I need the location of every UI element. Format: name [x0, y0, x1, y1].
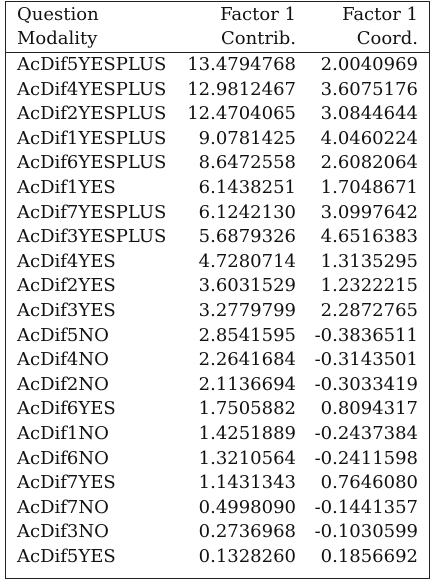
coord-cell: -0.2411598 — [314, 447, 418, 469]
table-row: AcDif1YESPLUS 9.0781425 4.0460224 — [6, 127, 429, 152]
modality-cell: AcDif2YESPLUS — [17, 103, 167, 125]
table-row: AcDif2YESPLUS 12.4704065 3.0844644 — [6, 102, 429, 127]
coord-cell: 1.7048671 — [320, 176, 418, 198]
table-row: AcDif5NO 2.8541595 -0.3836511 — [6, 324, 429, 349]
modality-cell: AcDif3YES — [17, 299, 116, 321]
modality-cell: AcDif2NO — [17, 373, 109, 395]
contrib-cell: 6.1438251 — [198, 176, 296, 198]
data-table: Question Modality Factor 1 Contrib. Fact… — [5, 1, 430, 579]
coord-cell: 4.0460224 — [320, 127, 418, 149]
table-row: AcDif7YES 1.1431343 0.7646080 — [6, 471, 429, 496]
contrib-cell: 1.4251889 — [198, 422, 296, 444]
coord-cell: -0.1030599 — [314, 521, 418, 543]
header-factor1-contrib-top: Factor 1 — [220, 4, 296, 25]
contrib-cell: 12.9812467 — [187, 78, 296, 100]
modality-cell: AcDif6YESPLUS — [17, 152, 167, 174]
coord-cell: 4.6516383 — [320, 226, 418, 248]
contrib-cell: 2.2641684 — [198, 349, 296, 371]
modality-cell: AcDif4NO — [17, 349, 109, 371]
modality-cell: AcDif7YES — [17, 472, 116, 494]
contrib-cell: 4.7280714 — [198, 250, 296, 272]
table-row: AcDif2YES 3.6031529 1.2322215 — [6, 274, 429, 299]
header-modality: Modality — [17, 28, 98, 49]
table-row: AcDif3YESPLUS 5.6879326 4.6516383 — [6, 225, 429, 250]
table-row: AcDif6NO 1.3210564 -0.2411598 — [6, 447, 429, 472]
modality-cell: AcDif4YES — [17, 250, 116, 272]
coord-cell: 3.6075176 — [320, 78, 418, 100]
modality-cell: AcDif2YES — [17, 275, 116, 297]
table-row: AcDif5YESPLUS 13.4794768 2.0040969 — [6, 53, 429, 78]
contrib-cell: 3.6031529 — [198, 275, 296, 297]
table-row: AcDif1NO 1.4251889 -0.2437384 — [6, 422, 429, 447]
table-row: AcDif7NO 0.4998090 -0.1441357 — [6, 496, 429, 521]
table-row: AcDif6YES 1.7505882 0.8094317 — [6, 397, 429, 422]
coord-cell: -0.3033419 — [314, 373, 418, 395]
coord-cell: 0.1856692 — [320, 545, 418, 567]
contrib-cell: 9.0781425 — [198, 127, 296, 149]
coord-cell: -0.2437384 — [314, 422, 418, 444]
modality-cell: AcDif5YES — [17, 545, 116, 567]
modality-cell: AcDif1YESPLUS — [17, 127, 167, 149]
modality-cell: AcDif1YES — [17, 176, 116, 198]
coord-cell: 2.2872765 — [320, 299, 418, 321]
coord-cell: 2.6082064 — [320, 152, 418, 174]
coord-cell: 1.2322215 — [320, 275, 418, 297]
table-row: AcDif7YESPLUS 6.1242130 3.0997642 — [6, 201, 429, 226]
contrib-cell: 1.3210564 — [198, 447, 296, 469]
modality-cell: AcDif6NO — [17, 447, 109, 469]
modality-cell: AcDif1NO — [17, 422, 109, 444]
header-question: Question — [17, 4, 99, 25]
contrib-cell: 6.1242130 — [198, 201, 296, 223]
table-row: AcDif5YES 0.1328260 0.1856692 — [6, 545, 429, 570]
table-row: AcDif1YES 6.1438251 1.7048671 — [6, 176, 429, 201]
modality-cell: AcDif5NO — [17, 324, 109, 346]
contrib-cell: 8.6472558 — [198, 152, 296, 174]
table-row: AcDif3YES 3.2779799 2.2872765 — [6, 299, 429, 324]
contrib-cell: 5.6879326 — [198, 226, 296, 248]
header-factor1-coord-top: Factor 1 — [342, 4, 418, 25]
table-row: AcDif4YESPLUS 12.9812467 3.6075176 — [6, 78, 429, 103]
table-row: AcDif4YES 4.7280714 1.3135295 — [6, 250, 429, 275]
coord-cell: 1.3135295 — [320, 250, 418, 272]
coord-cell: -0.3836511 — [314, 324, 418, 346]
contrib-cell: 2.8541595 — [198, 324, 296, 346]
coord-cell: -0.3143501 — [314, 349, 418, 371]
table-row: AcDif3NO 0.2736968 -0.1030599 — [6, 520, 429, 545]
coord-cell: 2.0040969 — [320, 54, 418, 75]
table-row: AcDif4NO 2.2641684 -0.3143501 — [6, 348, 429, 373]
contrib-cell: 3.2779799 — [198, 299, 296, 321]
modality-cell: AcDif5YESPLUS — [17, 54, 167, 75]
contrib-cell: 0.4998090 — [198, 496, 296, 518]
table-body: AcDif5YESPLUS 13.4794768 2.0040969 AcDif4YE… — [6, 53, 429, 569]
table-row: AcDif6YESPLUS 8.6472558 2.6082064 — [6, 151, 429, 176]
coord-cell: 3.0844644 — [320, 103, 418, 125]
contrib-cell: 1.1431343 — [198, 472, 296, 494]
modality-cell: AcDif3NO — [17, 521, 109, 543]
contrib-cell: 12.4704065 — [187, 103, 296, 125]
header-contrib: Contrib. — [220, 28, 296, 49]
coord-cell: 3.0997642 — [320, 201, 418, 223]
coord-cell: 0.8094317 — [320, 398, 418, 420]
coord-cell: -0.1441357 — [314, 496, 418, 518]
coord-cell: 0.7646080 — [320, 472, 418, 494]
modality-cell: AcDif6YES — [17, 398, 116, 420]
contrib-cell: 0.1328260 — [198, 545, 296, 567]
contrib-cell: 13.4794768 — [187, 54, 296, 75]
contrib-cell: 0.2736968 — [198, 521, 296, 543]
modality-cell: AcDif7YESPLUS — [17, 201, 167, 223]
header-coord: Coord. — [356, 28, 418, 49]
contrib-cell: 1.7505882 — [198, 398, 296, 420]
modality-cell: AcDif3YESPLUS — [17, 226, 167, 248]
table-header: Question Modality Factor 1 Contrib. Fact… — [6, 2, 429, 53]
modality-cell: AcDif4YESPLUS — [17, 78, 167, 100]
modality-cell: AcDif7NO — [17, 496, 109, 518]
contrib-cell: 2.1136694 — [198, 373, 296, 395]
table-row: AcDif2NO 2.1136694 -0.3033419 — [6, 373, 429, 398]
